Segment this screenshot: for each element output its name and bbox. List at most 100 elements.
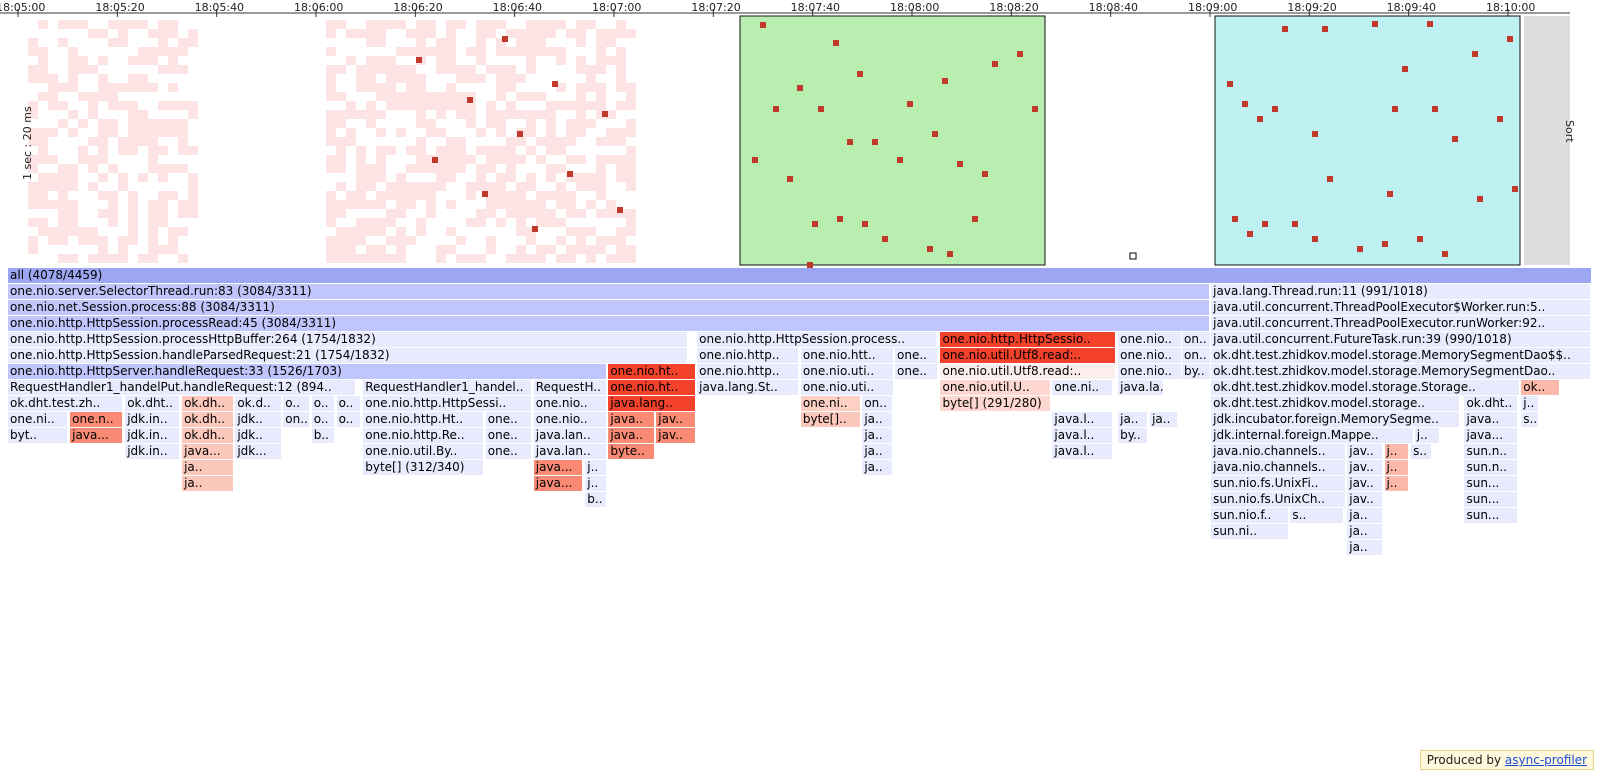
flame-frame[interactable]: java.lang.St..: [697, 380, 799, 395]
flame-frame[interactable]: one.nio.http.HttpSession.handleParsedReq…: [8, 348, 688, 363]
flame-frame[interactable]: jdk..: [235, 412, 281, 427]
flame-frame[interactable]: ok.dht.test.zh..: [8, 396, 123, 411]
flame-frame[interactable]: java...: [182, 444, 233, 459]
flame-frame[interactable]: ja..: [182, 460, 233, 475]
flame-frame[interactable]: jdk.in..: [125, 428, 180, 443]
flame-frame[interactable]: ja..: [1347, 540, 1382, 555]
flame-frame[interactable]: ja..: [862, 460, 892, 475]
flame-frame[interactable]: one.nio.http.HttpSession.processRead:45 …: [8, 316, 1210, 331]
flame-frame[interactable]: one.nio.http.HttpSession.processHttpBuff…: [8, 332, 688, 347]
flame-frame[interactable]: o..: [283, 396, 309, 411]
flame-frame[interactable]: o..: [311, 412, 334, 427]
flame-frame[interactable]: jdk.incubator.foreign.MemorySegme..: [1211, 412, 1459, 427]
flame-frame[interactable]: ok.dh..: [182, 412, 233, 427]
flame-frame[interactable]: jdk.in..: [125, 444, 180, 459]
flame-frame[interactable]: o..: [336, 412, 361, 427]
flame-frame[interactable]: jdk.internal.foreign.Mappe..: [1211, 428, 1413, 443]
flame-frame[interactable]: one..: [485, 444, 531, 459]
flame-frame[interactable]: j..: [1414, 428, 1439, 443]
flame-frame[interactable]: ok.d..: [235, 396, 281, 411]
flame-frame[interactable]: one.nio.http.HttpSession.process..: [697, 332, 936, 347]
flame-frame[interactable]: java.lan..: [533, 428, 606, 443]
flame-frame[interactable]: byt..: [8, 428, 68, 443]
flame-frame[interactable]: jdk..: [235, 428, 281, 443]
flame-frame[interactable]: one.nio.server.SelectorThread.run:83 (30…: [8, 284, 1210, 299]
flame-frame[interactable]: java.nio.channels..: [1211, 460, 1346, 475]
flame-frame[interactable]: one.nio.uti..: [800, 364, 893, 379]
flame-frame[interactable]: RequestH..: [533, 380, 606, 395]
flame-frame[interactable]: one.nio.uti..: [800, 380, 893, 395]
flame-frame[interactable]: ok.dht.test.zhidkov.model.storage.Memory…: [1211, 348, 1590, 363]
flame-frame[interactable]: jav..: [656, 428, 696, 443]
flame-frame[interactable]: ja..: [1118, 412, 1148, 427]
flame-frame[interactable]: on..: [1182, 348, 1211, 363]
flame-frame[interactable]: s..: [1411, 444, 1432, 459]
flame-frame[interactable]: one.nio..: [1118, 364, 1182, 379]
flame-frame[interactable]: sun...: [1464, 508, 1517, 523]
flame-frame[interactable]: java.lang.Thread.run:11 (991/1018): [1211, 284, 1590, 299]
flame-frame[interactable]: on..: [283, 412, 309, 427]
flame-frame[interactable]: one..: [485, 412, 531, 427]
async-profiler-link[interactable]: async-profiler: [1504, 753, 1587, 767]
flame-frame[interactable]: java..: [608, 428, 654, 443]
flame-frame[interactable]: one.nio.util.Utf8.read:..: [940, 364, 1115, 379]
flame-frame[interactable]: java...: [533, 476, 583, 491]
flame-frame[interactable]: o..: [336, 396, 361, 411]
flame-frame[interactable]: sun.nio.fs.UnixFi..: [1211, 476, 1346, 491]
flame-frame[interactable]: jdk.in..: [125, 412, 180, 427]
flame-frame[interactable]: RequestHandler1_handel..: [363, 380, 531, 395]
flame-frame[interactable]: j..: [585, 476, 606, 491]
flame-frame[interactable]: byte[]..: [800, 412, 861, 427]
flame-frame[interactable]: java.l..: [1052, 428, 1113, 443]
flame-frame[interactable]: j..: [585, 460, 606, 475]
flame-frame[interactable]: one.ni..: [1052, 380, 1113, 395]
flame-frame[interactable]: sun.nio.f..: [1211, 508, 1289, 523]
flame-frame[interactable]: one.nio.util.Utf8.read:..: [940, 348, 1115, 363]
flame-frame[interactable]: ok.dht..: [1464, 396, 1517, 411]
flame-frame[interactable]: sun.ni..: [1211, 524, 1289, 539]
flame-frame[interactable]: byte[] (291/280): [940, 396, 1050, 411]
sort-label[interactable]: Sort: [1563, 120, 1576, 143]
flame-frame[interactable]: one.nio.net.Session.process:88 (3084/331…: [8, 300, 1210, 315]
flame-frame[interactable]: one.nio.htt..: [800, 348, 893, 363]
flame-frame[interactable]: java.util.concurrent.FutureTask.run:39 (…: [1211, 332, 1590, 347]
flame-frame[interactable]: one.nio.http.HttpSessi..: [363, 396, 531, 411]
flame-frame[interactable]: ok.dh..: [182, 428, 233, 443]
flame-frame[interactable]: ja..: [1150, 412, 1178, 427]
flame-frame[interactable]: j..: [1521, 396, 1539, 411]
flame-frame[interactable]: java...: [533, 460, 583, 475]
flame-frame[interactable]: one.n..: [70, 412, 123, 427]
flame-frame[interactable]: ok.dht.test.zhidkov.model.storage.Storag…: [1211, 380, 1520, 395]
flame-frame[interactable]: j..: [1384, 460, 1409, 475]
flame-frame[interactable]: java.la..: [1118, 380, 1164, 395]
flame-frame[interactable]: b..: [311, 428, 334, 443]
flame-frame[interactable]: one.nio..: [533, 396, 606, 411]
flame-frame[interactable]: on..: [862, 396, 892, 411]
flame-frame[interactable]: sun...: [1464, 476, 1517, 491]
flame-frame[interactable]: java..: [608, 412, 654, 427]
flame-frame[interactable]: one.nio..: [1118, 348, 1182, 363]
flame-frame[interactable]: one.nio.util.By..: [363, 444, 483, 459]
flame-frame[interactable]: one.nio.http..: [697, 348, 799, 363]
flame-frame[interactable]: all (4078/4459): [8, 268, 1591, 283]
flame-frame[interactable]: java.util.concurrent.ThreadPoolExecutor$…: [1211, 300, 1590, 315]
flame-frame[interactable]: java.lan..: [533, 444, 606, 459]
flame-frame[interactable]: jdk...: [235, 444, 281, 459]
flame-frame[interactable]: j..: [1384, 476, 1409, 491]
flame-frame[interactable]: java.util.concurrent.ThreadPoolExecutor.…: [1211, 316, 1590, 331]
flame-frame[interactable]: ok.dht..: [125, 396, 180, 411]
flame-frame[interactable]: jav..: [1347, 444, 1382, 459]
flame-frame[interactable]: j..: [1384, 444, 1409, 459]
flame-frame[interactable]: ok..: [1521, 380, 1560, 395]
flame-frame[interactable]: one.nio.ht..: [608, 364, 696, 379]
flame-frame[interactable]: ja..: [862, 444, 892, 459]
flame-frame[interactable]: one..: [895, 348, 937, 363]
flame-frame[interactable]: one..: [485, 428, 531, 443]
zoom-marker[interactable]: [1129, 252, 1137, 260]
flame-frame[interactable]: java.l..: [1052, 412, 1113, 427]
flame-frame[interactable]: ja..: [182, 476, 233, 491]
flame-frame[interactable]: s..: [1290, 508, 1343, 523]
flame-frame[interactable]: ja..: [1347, 508, 1382, 523]
flame-frame[interactable]: on..: [1182, 332, 1211, 347]
flame-frame[interactable]: b..: [585, 492, 606, 507]
